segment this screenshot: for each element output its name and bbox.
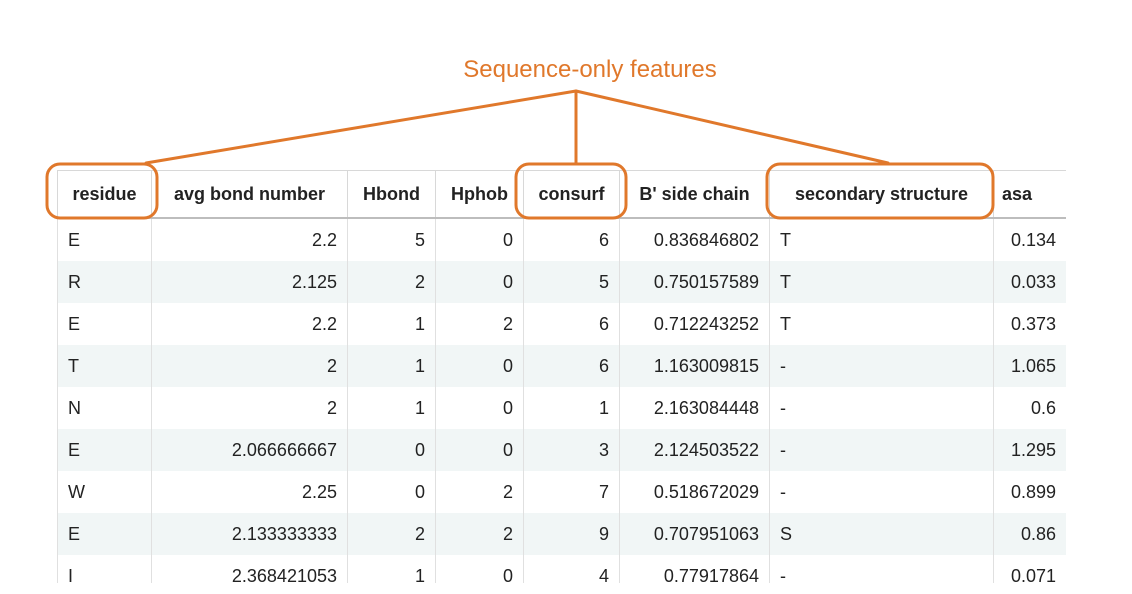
- cell-consurf: 6: [523, 303, 620, 345]
- cell-asa: 0.6: [993, 387, 1066, 429]
- highlight-box-consurf: [514, 162, 628, 220]
- column-header-hphob: Hphob: [435, 170, 524, 219]
- cell-b-side-chain: 0.518672029: [619, 471, 770, 513]
- cell-hphob: 0: [435, 429, 524, 471]
- cell-avg-bond-number: 2.125: [151, 261, 348, 303]
- cell-b-side-chain: 1.163009815: [619, 345, 770, 387]
- cell-residue: E: [57, 218, 152, 261]
- cell-consurf: 7: [523, 471, 620, 513]
- cell-consurf: 6: [523, 218, 620, 261]
- cell-hbond: 2: [347, 513, 436, 555]
- cell-secondary-structure: -: [769, 471, 994, 513]
- cell-hbond: 1: [347, 303, 436, 345]
- cell-residue: E: [57, 429, 152, 471]
- cell-hphob: 0: [435, 555, 524, 583]
- cell-residue: T: [57, 345, 152, 387]
- cell-secondary-structure: -: [769, 345, 994, 387]
- cell-secondary-structure: T: [769, 218, 994, 261]
- cell-residue: E: [57, 513, 152, 555]
- cell-hphob: 2: [435, 513, 524, 555]
- cell-hphob: 2: [435, 471, 524, 513]
- cell-avg-bond-number: 2: [151, 387, 348, 429]
- cell-residue: I: [57, 555, 152, 583]
- cell-hbond: 1: [347, 387, 436, 429]
- cell-consurf: 9: [523, 513, 620, 555]
- cell-hbond: 2: [347, 261, 436, 303]
- table-row: E 2.133333333 2 2 9 0.707951063 S 0.86: [57, 513, 1066, 555]
- table-row: E 2.066666667 0 0 3 2.124503522-1.295: [57, 429, 1066, 471]
- column-header-b-side-chain: B' side chain: [619, 170, 770, 219]
- cell-avg-bond-number: 2.368421053: [151, 555, 348, 583]
- cell-hbond: 1: [347, 555, 436, 583]
- column-header-avg-bond-number: avg bond number: [151, 170, 348, 219]
- cell-consurf: 6: [523, 345, 620, 387]
- cell-avg-bond-number: 2.2: [151, 218, 348, 261]
- cell-b-side-chain: 0.712243252: [619, 303, 770, 345]
- cell-avg-bond-number: 2.25: [151, 471, 348, 513]
- cell-secondary-structure: T: [769, 261, 994, 303]
- column-header-secondary-structure: secondary structure: [769, 170, 994, 219]
- column-header-consurf: consurf: [523, 170, 620, 219]
- cell-consurf: 5: [523, 261, 620, 303]
- cell-hphob: 2: [435, 303, 524, 345]
- cell-avg-bond-number: 2: [151, 345, 348, 387]
- column-header-hbond: Hbond: [347, 170, 436, 219]
- cell-hbond: 0: [347, 471, 436, 513]
- annotation-title: Sequence-only features: [463, 56, 717, 83]
- table-row: I 2.368421053 1 0 4 0.77917864-0.071: [57, 555, 1066, 583]
- cell-secondary-structure: -: [769, 387, 994, 429]
- cell-b-side-chain: 0.750157589: [619, 261, 770, 303]
- table-row: E 2.2 1 2 6 0.712243252 T 0.373: [57, 303, 1066, 345]
- cell-hbond: 5: [347, 218, 436, 261]
- cell-residue: E: [57, 303, 152, 345]
- cell-hphob: 0: [435, 218, 524, 261]
- column-header-asa: asa: [993, 170, 1066, 219]
- cell-secondary-structure: S: [769, 513, 994, 555]
- annotation-line-residue: [144, 89, 578, 165]
- cell-consurf: 3: [523, 429, 620, 471]
- column-header-residue: residue: [57, 170, 152, 219]
- cell-avg-bond-number: 2.2: [151, 303, 348, 345]
- cell-asa: 0.86: [993, 513, 1066, 555]
- cell-residue: R: [57, 261, 152, 303]
- cell-residue: N: [57, 387, 152, 429]
- feature-table: residue avg bond number Hbond Hphob cons…: [57, 170, 1066, 583]
- cell-hbond: 0: [347, 429, 436, 471]
- cell-asa: 1.295: [993, 429, 1066, 471]
- highlight-box-secondary-structure: [765, 162, 995, 220]
- cell-b-side-chain: 0.836846802: [619, 218, 770, 261]
- cell-asa: 0.373: [993, 303, 1066, 345]
- cell-b-side-chain: 0.77917864: [619, 555, 770, 583]
- cell-hphob: 0: [435, 261, 524, 303]
- cell-hphob: 0: [435, 387, 524, 429]
- cell-secondary-structure: T: [769, 303, 994, 345]
- cell-asa: 1.065: [993, 345, 1066, 387]
- cell-avg-bond-number: 2.066666667: [151, 429, 348, 471]
- table-row: N 2 1 0 1 2.163084448-0.6: [57, 387, 1066, 429]
- cell-b-side-chain: 0.707951063: [619, 513, 770, 555]
- cell-asa: 0.071: [993, 555, 1066, 583]
- table-header-row: residue avg bond number Hbond Hphob cons…: [57, 170, 1066, 219]
- cell-asa: 0.899: [993, 471, 1066, 513]
- table-row: R 2.125 2 0 5 0.750157589 T 0.033: [57, 261, 1066, 303]
- cell-avg-bond-number: 2.133333333: [151, 513, 348, 555]
- cell-consurf: 1: [523, 387, 620, 429]
- cell-residue: W: [57, 471, 152, 513]
- table-row: E 2.2 5 0 6 0.836846802 T 0.134: [57, 218, 1066, 261]
- cell-b-side-chain: 2.163084448: [619, 387, 770, 429]
- annotation-line-secondary-structure: [574, 89, 890, 165]
- table-row: W 2.25 0 2 7 0.518672029-0.899: [57, 471, 1066, 513]
- cell-asa: 0.033: [993, 261, 1066, 303]
- cell-consurf: 4: [523, 555, 620, 583]
- highlight-box-residue: [45, 162, 159, 220]
- cell-hbond: 1: [347, 345, 436, 387]
- cell-secondary-structure: -: [769, 555, 994, 583]
- table-row: T 2 1 0 6 1.163009815-1.065: [57, 345, 1066, 387]
- cell-hphob: 0: [435, 345, 524, 387]
- cell-b-side-chain: 2.124503522: [619, 429, 770, 471]
- cell-secondary-structure: -: [769, 429, 994, 471]
- cell-asa: 0.134: [993, 218, 1066, 261]
